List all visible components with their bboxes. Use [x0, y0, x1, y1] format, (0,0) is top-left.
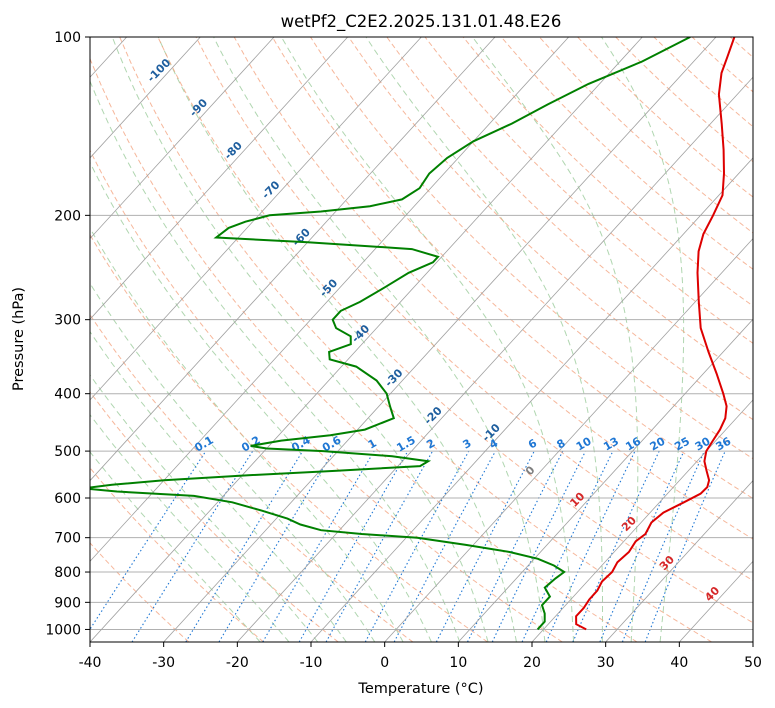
- mixing-ratio-line: [131, 450, 254, 642]
- isotherm-gridline: [605, 480, 753, 642]
- profiles: [90, 37, 736, 631]
- temperature-profile: [575, 37, 736, 631]
- moist-adiabat: [157, 37, 517, 642]
- y-tick-label: 600: [54, 491, 81, 507]
- isotherm-gridline: [90, 37, 496, 482]
- moist-adiabat: [90, 161, 432, 642]
- y-tick-label: 300: [54, 313, 81, 329]
- isobar-gridlines: [90, 37, 753, 630]
- isotherm-gridline: [310, 157, 753, 642]
- moist-adiabat: [601, 37, 685, 642]
- x-tick-label: 10: [449, 655, 467, 671]
- x-tick-label: 30: [597, 655, 615, 671]
- isotherm-gridline: [90, 37, 422, 401]
- x-axis-label: Temperature (°C): [357, 681, 483, 697]
- isotherm-gridlines: [90, 37, 753, 642]
- dry-adiabat: [157, 37, 753, 624]
- y-tick-label: 100: [54, 30, 81, 46]
- isotherm-gridline: [163, 37, 717, 642]
- dry-adiabat: [90, 149, 563, 642]
- mixing-ratio-line: [572, 450, 660, 642]
- moist-adiabat: [213, 37, 546, 642]
- dry-adiabat: [119, 37, 712, 642]
- moist-adiabat: [90, 227, 404, 642]
- y-axis: 100 200 300 400 500 600 700 800 900 1000: [45, 30, 90, 638]
- x-tick-label: 20: [523, 655, 541, 671]
- dry-adiabat: [90, 313, 414, 642]
- mixing-ratio-line: [467, 450, 564, 642]
- x-tick-label: 50: [744, 655, 762, 671]
- isotherm-gridline: [384, 237, 753, 642]
- mixing-ratio-line: [325, 450, 434, 642]
- moist-adiabat: [90, 282, 376, 642]
- y-tick-label: 400: [54, 387, 81, 403]
- isotherm-gridline: [90, 37, 201, 159]
- isotherm-gridline: [90, 37, 275, 240]
- plot-frame: [89, 36, 754, 643]
- x-tick-label: -30: [152, 655, 175, 671]
- y-tick-label: 900: [54, 595, 81, 611]
- isotherm-gridline: [458, 318, 753, 642]
- mixing-ratio-line: [599, 450, 685, 642]
- x-tick-label: -20: [226, 655, 249, 671]
- dewpoint-profile: [90, 37, 691, 631]
- mixing-ratio-line: [185, 450, 304, 642]
- y-tick-label: 800: [54, 565, 81, 581]
- isotherm-gridline: [90, 37, 643, 642]
- isotherm-gridline: [90, 37, 569, 562]
- y-tick-label: 500: [54, 444, 81, 460]
- moist-adiabat: [90, 330, 347, 642]
- mixing-ratio-line: [393, 450, 496, 642]
- isotherm-gridline: [237, 76, 753, 642]
- dry-adiabat: [386, 37, 753, 382]
- dry-adiabat: [195, 37, 753, 582]
- moist-adiabat: [472, 37, 639, 642]
- y-tick-label: 700: [54, 531, 81, 547]
- mixing-ratio-line: [90, 450, 207, 631]
- moist-adiabat: [365, 37, 603, 642]
- moist-adiabat: [280, 37, 575, 642]
- moist-adiabats: [90, 37, 685, 642]
- mixing-ratio-line: [621, 450, 705, 642]
- dry-adiabat: [271, 37, 753, 500]
- dry-adiabat: [310, 37, 753, 460]
- dry-adiabat: [424, 37, 753, 344]
- moist-adiabat: [90, 374, 319, 642]
- plot-area: 0.1 0.2 0.4 0.6 1 1.5 2 3 4 6 8 10 13 16 20 25 30 36-100-…: [90, 37, 753, 642]
- x-axis: -40 -30 -20 -10 0 10 20 30 40 50: [79, 642, 762, 671]
- mixing-ratio-line: [364, 450, 470, 642]
- y-tick-label: 200: [54, 208, 81, 224]
- isotherm-gridline: [90, 37, 348, 320]
- dry-adiabat: [90, 57, 638, 642]
- y-axis-label: Pressure (hPa): [11, 287, 27, 391]
- x-tick-label: -40: [79, 655, 102, 671]
- x-tick-label: 0: [380, 655, 389, 671]
- moist-adiabat: [90, 79, 461, 642]
- chart-title: wetPf2_C2E2.2025.131.01.48.E26: [281, 12, 562, 32]
- y-tick-label: 1000: [45, 622, 81, 638]
- x-tick-label: -10: [300, 655, 323, 671]
- moist-adiabat: [111, 37, 489, 642]
- isotherm-gridline: [531, 399, 753, 642]
- x-tick-label: 40: [670, 655, 688, 671]
